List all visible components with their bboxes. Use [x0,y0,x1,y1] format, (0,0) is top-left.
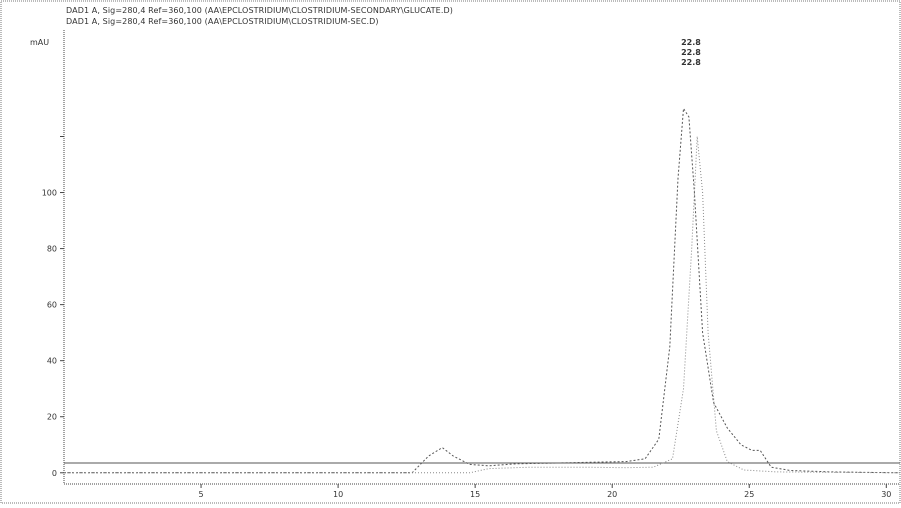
series-group [64,106,901,474]
peak-retention-label: 22.8 [681,58,701,67]
series-line-1 [64,106,901,474]
peak-retention-label: 22.8 [681,38,701,47]
x-tick-label: 25 [744,490,754,499]
x-tick-label: 5 [199,490,204,499]
x-tick-label: 10 [333,490,343,499]
y-tick-label: 100 [42,189,57,198]
legend-entry-1: DAD1 A, Sig=280,4 Ref=360,100 (AA\EPCLOS… [66,6,453,15]
y-tick-label: 60 [47,301,57,310]
y-tick-label: 40 [47,357,57,366]
x-tick-label: 30 [881,490,891,499]
x-axis-ticks: 5 10 15 20 25 30 [199,484,891,499]
y-axis-unit-label: mAU [30,38,49,47]
x-tick-label: 20 [607,490,617,499]
y-tick-label: 80 [47,245,57,254]
peak-retention-label: 22.8 [681,48,701,57]
y-tick-label: 20 [47,413,57,422]
y-tick-label: 0 [52,469,57,478]
y-axis-ticks: 0 20 40 60 80 100 [42,135,64,478]
peak-label-group: 22.822.822.8 [681,38,701,67]
legend-entry-2: DAD1 A, Sig=280,4 Ref=360,100 (AA\EPCLOS… [66,17,379,26]
series-line-2 [64,136,901,474]
x-tick-label: 15 [470,490,480,499]
